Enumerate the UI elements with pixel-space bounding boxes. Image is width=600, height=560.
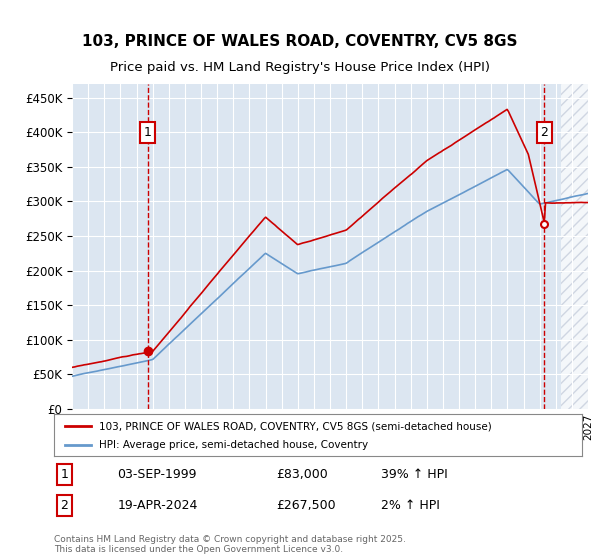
Text: 2: 2 [61, 499, 68, 512]
Text: 19-APR-2024: 19-APR-2024 [118, 499, 198, 512]
Text: £267,500: £267,500 [276, 499, 335, 512]
Text: 1: 1 [144, 126, 152, 139]
Text: 103, PRINCE OF WALES ROAD, COVENTRY, CV5 8GS (semi-detached house): 103, PRINCE OF WALES ROAD, COVENTRY, CV5… [99, 421, 491, 431]
Bar [560, 84, 588, 409]
Text: 39% ↑ HPI: 39% ↑ HPI [382, 468, 448, 481]
Text: 2% ↑ HPI: 2% ↑ HPI [382, 499, 440, 512]
Text: HPI: Average price, semi-detached house, Coventry: HPI: Average price, semi-detached house,… [99, 440, 368, 450]
Text: 03-SEP-1999: 03-SEP-1999 [118, 468, 197, 481]
Text: 2: 2 [541, 126, 548, 139]
Text: £83,000: £83,000 [276, 468, 328, 481]
Text: 103, PRINCE OF WALES ROAD, COVENTRY, CV5 8GS: 103, PRINCE OF WALES ROAD, COVENTRY, CV5… [82, 35, 518, 49]
Text: Price paid vs. HM Land Registry's House Price Index (HPI): Price paid vs. HM Land Registry's House … [110, 60, 490, 74]
Text: 1: 1 [61, 468, 68, 481]
Text: Contains HM Land Registry data © Crown copyright and database right 2025.
This d: Contains HM Land Registry data © Crown c… [54, 535, 406, 554]
